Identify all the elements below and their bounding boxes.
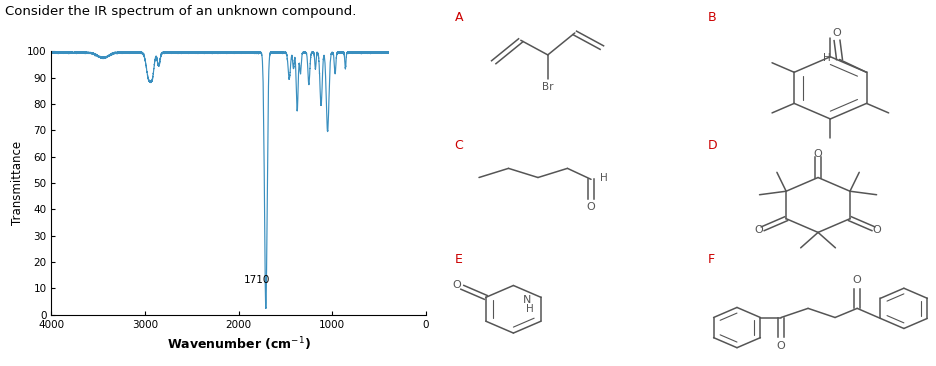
Text: B: B — [708, 11, 716, 24]
Text: Br: Br — [542, 82, 553, 92]
Text: O: O — [453, 280, 461, 290]
Text: F: F — [708, 253, 714, 266]
Text: O: O — [754, 225, 763, 235]
Text: O: O — [777, 341, 785, 351]
Text: O: O — [833, 27, 841, 37]
Text: A: A — [455, 11, 463, 24]
Text: Consider the IR spectrum of an unknown compound.: Consider the IR spectrum of an unknown c… — [5, 5, 356, 19]
Text: D: D — [708, 139, 717, 152]
Text: C: C — [455, 139, 463, 152]
Text: H: H — [600, 173, 607, 183]
Text: O: O — [587, 202, 595, 212]
Text: H: H — [526, 304, 534, 314]
Text: N: N — [523, 295, 532, 305]
X-axis label: Wavenumber (cm$^{-1}$): Wavenumber (cm$^{-1}$) — [167, 335, 311, 353]
Text: O: O — [873, 225, 882, 235]
Text: O: O — [853, 274, 861, 285]
Text: 1710: 1710 — [244, 275, 271, 285]
Text: O: O — [813, 149, 823, 159]
Text: H: H — [823, 53, 830, 63]
Text: E: E — [455, 253, 462, 266]
Y-axis label: Transmittance: Transmittance — [11, 141, 24, 225]
